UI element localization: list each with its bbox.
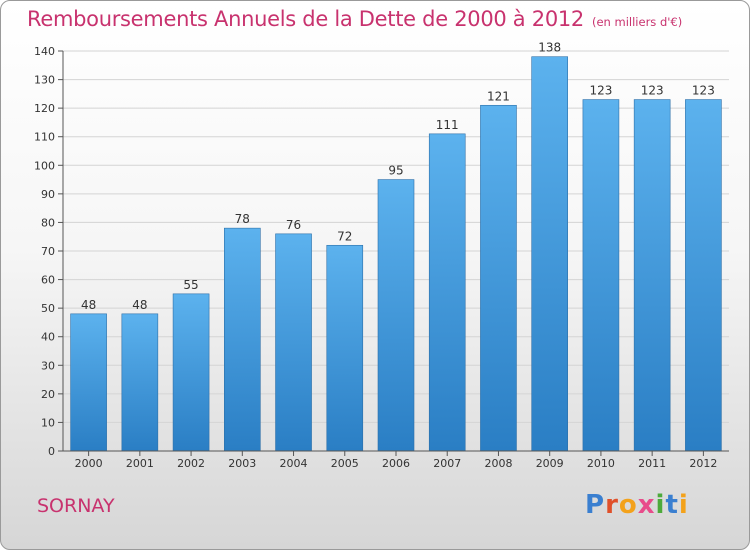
logo-letter: i [655,490,666,520]
x-tick-label-2002: 2002 [177,457,205,470]
y-tick-label: 30 [41,359,55,372]
x-tick-label-2003: 2003 [228,457,256,470]
y-tick-label: 90 [41,188,55,201]
bar-2002 [172,293,210,452]
y-tick-label: 80 [41,216,55,229]
chart-title: Remboursements Annuels de la Dette de 20… [27,7,682,31]
x-tick-label-2001: 2001 [126,457,154,470]
chart-unit: (en milliers d'€) [592,15,683,29]
logo-letter: i [678,490,689,520]
y-tick-label: 100 [34,159,55,172]
x-tick-label-2004: 2004 [280,457,308,470]
bar-2008 [480,104,517,452]
logo-letter: o [618,490,638,520]
value-label-2001: 48 [132,298,147,312]
value-label-2012: 123 [692,84,715,98]
value-label-2002: 55 [183,278,198,292]
y-tick-label: 120 [34,102,55,115]
bar-2005 [326,244,364,452]
y-tick-label: 130 [34,74,55,87]
value-label-2005: 72 [337,229,352,243]
proxiti-logo: Proxiti [585,490,689,520]
bar-2004 [275,233,312,452]
bar-2006 [377,179,415,452]
value-label-2008: 121 [487,89,510,103]
bar-2009 [531,56,568,452]
y-tick-label: 0 [48,445,55,458]
x-tick-label-2010: 2010 [587,457,615,470]
x-tick-label-2012: 2012 [689,457,717,470]
x-axis: 2000 2001 2002 2003 2004 2005 2006 2007 2008 2009… [63,450,729,470]
logo-letter: t [665,490,679,520]
value-label-2004: 76 [286,218,301,232]
x-tick-label-2007: 2007 [433,457,461,470]
bar-2010 [582,99,620,452]
y-axis: 0 10 20 30 40 50 60 70 80 90 100 110 120 130 140 [34,45,64,458]
y-tick-label: 110 [34,131,55,144]
y-tick-label: 60 [41,274,55,287]
y-tick-label: 40 [41,331,55,344]
y-tick-label: 70 [41,245,55,258]
value-label-2009: 138 [538,41,561,55]
value-labels: 48 48 55 78 76 72 95 111 121 138 123 123 123 [81,41,715,312]
x-tick-label-2008: 2008 [484,457,512,470]
x-tick-label-2006: 2006 [382,457,410,470]
value-label-2003: 78 [235,212,250,226]
value-label-2006: 95 [388,164,403,178]
x-tick-label-2005: 2005 [331,457,359,470]
y-tick-label: 140 [34,45,55,58]
x-tick-label-2011: 2011 [638,457,666,470]
bar-2001 [121,313,159,452]
value-label-2007: 111 [436,118,459,132]
logo-letter: P [585,490,606,520]
y-tick-label: 50 [41,302,55,315]
value-label-2010: 123 [589,84,612,98]
logo-letter: r [605,490,619,520]
bar-2000 [70,313,107,452]
commune-name: SORNAY [37,495,115,517]
value-label-2011: 123 [641,84,664,98]
chart-title-text: Remboursements Annuels de la Dette de 20… [27,7,584,31]
bar-2012 [685,99,722,452]
bars [70,56,722,452]
y-tick-label: 10 [41,416,55,429]
bar-2011 [633,99,671,452]
x-tick-label-2000: 2000 [75,457,103,470]
value-label-2000: 48 [81,298,96,312]
bar-2003 [224,227,261,452]
x-tick-label-2009: 2009 [536,457,564,470]
logo-letter: x [637,490,656,520]
bar-2007 [428,133,466,452]
y-tick-label: 20 [41,388,55,401]
